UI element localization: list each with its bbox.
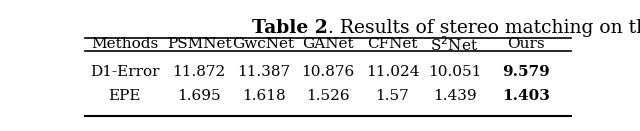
Text: 1.618: 1.618 (242, 89, 285, 103)
Text: 11.024: 11.024 (365, 65, 419, 79)
Text: 9.579: 9.579 (502, 65, 550, 79)
Text: 11.387: 11.387 (237, 65, 290, 79)
Text: D1-Error: D1-Error (90, 65, 159, 79)
Text: Table 2: Table 2 (252, 19, 328, 37)
Text: Ours: Ours (508, 37, 545, 51)
Text: Methods: Methods (91, 37, 158, 51)
Text: 1.439: 1.439 (433, 89, 476, 103)
Text: S$^2$Net: S$^2$Net (430, 35, 479, 54)
Text: 1.526: 1.526 (306, 89, 350, 103)
Text: 1.57: 1.57 (376, 89, 410, 103)
Text: CFNet: CFNet (367, 37, 418, 51)
Text: PSMNet: PSMNet (167, 37, 231, 51)
Text: 1.695: 1.695 (177, 89, 221, 103)
Text: GwcNet: GwcNet (232, 37, 294, 51)
Text: 1.403: 1.403 (502, 89, 550, 103)
Text: . Results of stereo matching on the US3D test set: . Results of stereo matching on the US3D… (328, 19, 640, 37)
Text: 10.051: 10.051 (428, 65, 481, 79)
Text: 10.876: 10.876 (301, 65, 355, 79)
Text: EPE: EPE (108, 89, 141, 103)
Text: GANet: GANet (302, 37, 354, 51)
Text: 11.872: 11.872 (172, 65, 226, 79)
